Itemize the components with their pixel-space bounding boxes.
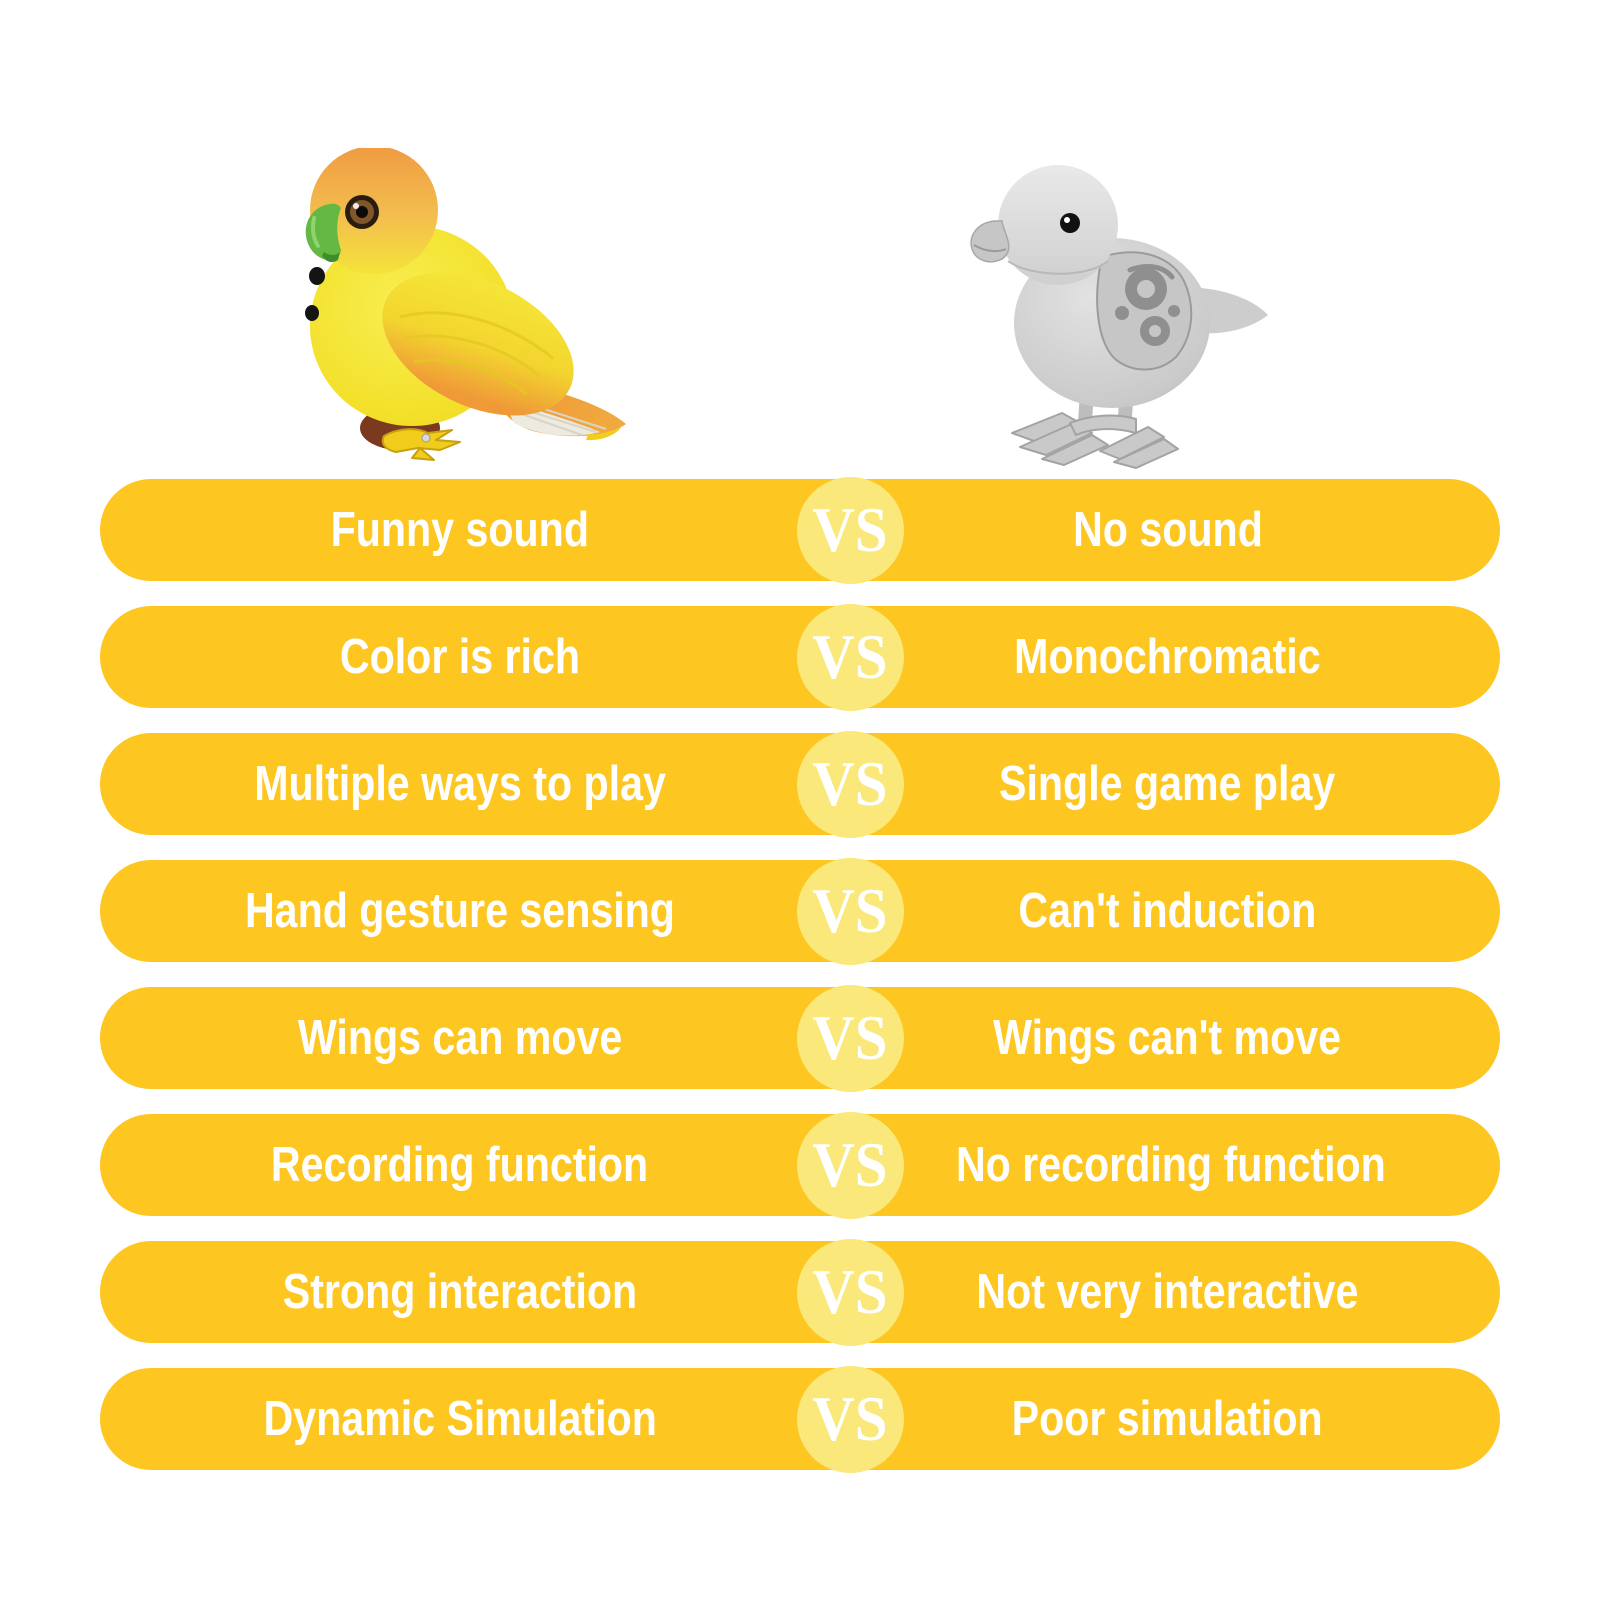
left-feature-label: Color is rich [339,629,581,684]
left-feature-label: Recording function [271,1137,649,1192]
vs-divider: VS [785,603,915,711]
vs-divider: VS [785,1238,915,1346]
vs-label: VS [812,748,888,819]
vs-label: VS [812,1129,888,1200]
right-feature-cell: Monochromatic [915,606,1500,708]
vs-badge: VS [796,984,904,1092]
comparison-row-simulation: Dynamic Simulation VS Poor simulation [100,1365,1500,1473]
left-feature-cell: Funny sound [100,479,785,581]
right-feature-label: Can't induction [1018,883,1317,938]
left-feature-cell: Recording function [100,1114,785,1216]
right-feature-label: No recording function [955,1137,1386,1192]
vs-badge: VS [796,603,904,711]
left-feature-label: Dynamic Simulation [263,1391,657,1446]
vs-badge: VS [796,476,904,584]
vs-divider: VS [785,1365,915,1473]
left-feature-cell: Strong interaction [100,1241,785,1343]
right-feature-cell: Single game play [915,733,1500,835]
left-feature-cell: Dynamic Simulation [100,1368,785,1470]
comparison-row-recording: Recording function VS No recording funct… [100,1111,1500,1219]
vs-label: VS [812,494,888,565]
vs-badge: VS [796,730,904,838]
comparison-row-color: Color is rich VS Monochromatic [100,603,1500,711]
comparison-row-interaction: Strong interaction VS Not very interacti… [100,1238,1500,1346]
vs-label: VS [812,621,888,692]
comparison-row-wings: Wings can move VS Wings can't move [100,984,1500,1092]
right-feature-cell: Poor simulation [915,1368,1500,1470]
vs-badge: VS [796,1238,904,1346]
vs-divider: VS [785,984,915,1092]
vs-label: VS [812,1383,888,1454]
vs-divider: VS [785,730,915,838]
left-feature-cell: Wings can move [100,987,785,1089]
gray-windup-bird-image [970,165,1268,469]
left-feature-cell: Color is rich [100,606,785,708]
comparison-row-play-modes: Multiple ways to play VS Single game pla… [100,730,1500,838]
left-feature-label: Funny sound [330,502,590,557]
vs-badge: VS [796,1111,904,1219]
left-feature-cell: Multiple ways to play [100,733,785,835]
vs-divider: VS [785,857,915,965]
right-feature-label: Poor simulation [1011,1391,1324,1446]
right-feature-label: Wings can't move [993,1010,1342,1065]
right-feature-cell: Not very interactive [915,1241,1500,1343]
vs-divider: VS [785,476,915,584]
comparison-row-sensing: Hand gesture sensing VS Can't induction [100,857,1500,965]
right-feature-label: Single game play [999,756,1336,811]
vs-badge: VS [796,857,904,965]
vs-badge: VS [796,1365,904,1473]
right-feature-cell: No sound [915,479,1500,581]
colorful-parrot-image [305,148,626,461]
comparison-table: Funny sound VS No sound Color is rich VS [100,476,1500,1495]
right-feature-cell: Can't induction [915,860,1500,962]
left-feature-cell: Hand gesture sensing [100,860,785,962]
vs-label: VS [812,875,888,946]
left-feature-label: Hand gesture sensing [244,883,676,938]
left-feature-label: Multiple ways to play [254,756,666,811]
right-feature-cell: No recording function [915,1114,1507,1216]
left-feature-label: Wings can move [297,1010,623,1065]
vs-label: VS [812,1002,888,1073]
right-feature-label: Not very interactive [976,1264,1359,1319]
vs-label: VS [812,1256,888,1327]
right-feature-label: Monochromatic [1014,629,1321,684]
vs-divider: VS [785,1111,915,1219]
right-feature-label: No sound [1072,502,1263,557]
left-feature-label: Strong interaction [282,1264,638,1319]
right-feature-cell: Wings can't move [915,987,1500,1089]
comparison-row-sound: Funny sound VS No sound [100,476,1500,584]
